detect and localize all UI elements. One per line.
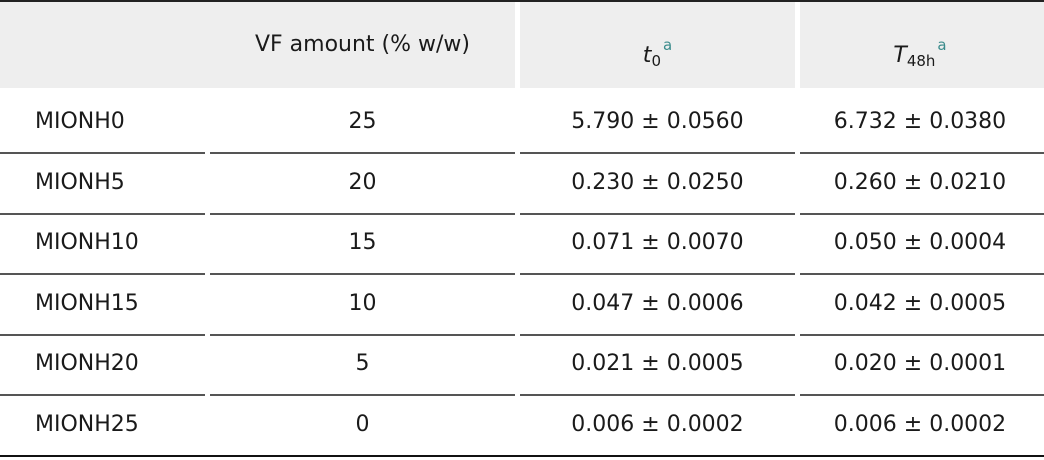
row-separator: [210, 333, 515, 336]
cell: 0.050 ± 0.0004: [833, 230, 1007, 256]
row-separator: [800, 152, 1044, 154]
header-bg: [800, 2, 1044, 88]
header-cell: T48ha: [800, 2, 1040, 88]
footnote-mark: a: [937, 36, 947, 54]
cell: 0.260 ± 0.0210: [833, 169, 1007, 195]
row-separator: [210, 273, 515, 276]
row-separator: [800, 394, 1044, 397]
cell: MIONH10: [35, 230, 139, 256]
cell: 0.042 ± 0.0005: [833, 290, 1007, 316]
bottom-rule: [0, 455, 1044, 457]
row-separator: [800, 212, 1044, 215]
row-separator: [520, 273, 795, 276]
cell: 5: [355, 351, 370, 377]
row-separator: [520, 152, 795, 154]
row-separator: [0, 212, 205, 215]
cell: 0.047 ± 0.0006: [571, 290, 744, 316]
cell: 6.732 ± 0.0380: [833, 109, 1007, 134]
row-separator: [800, 333, 1044, 336]
cell: 20: [348, 169, 377, 195]
header-bg: [0, 2, 515, 88]
cell: 0.230 ± 0.0250: [571, 169, 744, 195]
cell: MIONH0: [35, 109, 125, 134]
cell: MIONH5: [35, 169, 125, 195]
row-separator: [520, 333, 795, 336]
cell: MIONH25: [35, 412, 139, 437]
header-bg: [520, 2, 795, 88]
cell: 15: [348, 230, 377, 256]
subscript: 48h: [906, 52, 936, 70]
cell: 5.790 ± 0.0560: [571, 109, 744, 134]
cell: 0.021 ± 0.0005: [571, 351, 744, 377]
row-separator: [520, 394, 795, 397]
row-separator: [0, 273, 205, 276]
symbol: T: [893, 43, 907, 68]
top-rule: [0, 0, 1044, 2]
cell: 0.006 ± 0.0002: [571, 412, 744, 437]
subscript: 0: [651, 52, 661, 70]
row-separator: [210, 212, 515, 215]
row-separator: [210, 152, 515, 154]
cell: 0.020 ± 0.0001: [833, 351, 1007, 377]
cell: 0.006 ± 0.0002: [833, 412, 1007, 437]
cell: 0.071 ± 0.0070: [571, 230, 744, 256]
header-cell: VF amount (% w/w): [254, 32, 471, 57]
footnote-mark: a: [662, 36, 673, 54]
header-cell: t0a: [520, 2, 795, 88]
symbol: t: [642, 43, 652, 68]
row-separator: [0, 333, 205, 336]
row-separator: [0, 152, 205, 154]
row-separator: [210, 394, 515, 397]
cell: MIONH15: [35, 290, 139, 316]
cell: 25: [348, 109, 377, 134]
row-separator: [800, 273, 1044, 276]
cell: 10: [348, 290, 377, 316]
cell: 0: [355, 412, 370, 437]
row-separator: [0, 394, 205, 397]
row-separator: [520, 212, 795, 215]
cell: MIONH20: [35, 351, 139, 377]
